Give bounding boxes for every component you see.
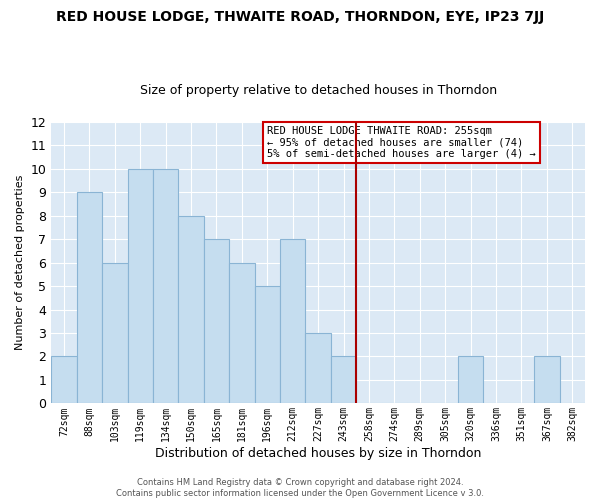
Bar [254,286,280,404]
Bar [229,262,254,404]
Y-axis label: Number of detached properties: Number of detached properties [15,175,25,350]
Bar [331,356,356,404]
Bar [77,192,102,404]
Text: RED HOUSE LODGE, THWAITE ROAD, THORNDON, EYE, IP23 7JJ: RED HOUSE LODGE, THWAITE ROAD, THORNDON,… [56,10,544,24]
Title: Size of property relative to detached houses in Thorndon: Size of property relative to detached ho… [140,84,497,97]
Bar [153,168,178,404]
Bar [178,216,204,404]
Bar [204,239,229,404]
X-axis label: Distribution of detached houses by size in Thorndon: Distribution of detached houses by size … [155,447,481,460]
Text: Contains HM Land Registry data © Crown copyright and database right 2024.
Contai: Contains HM Land Registry data © Crown c… [116,478,484,498]
Bar [280,239,305,404]
Bar [305,333,331,404]
Bar [458,356,484,404]
Bar [534,356,560,404]
Bar [128,168,153,404]
Bar [51,356,77,404]
Text: RED HOUSE LODGE THWAITE ROAD: 255sqm
← 95% of detached houses are smaller (74)
5: RED HOUSE LODGE THWAITE ROAD: 255sqm ← 9… [268,126,536,159]
Bar [102,262,128,404]
